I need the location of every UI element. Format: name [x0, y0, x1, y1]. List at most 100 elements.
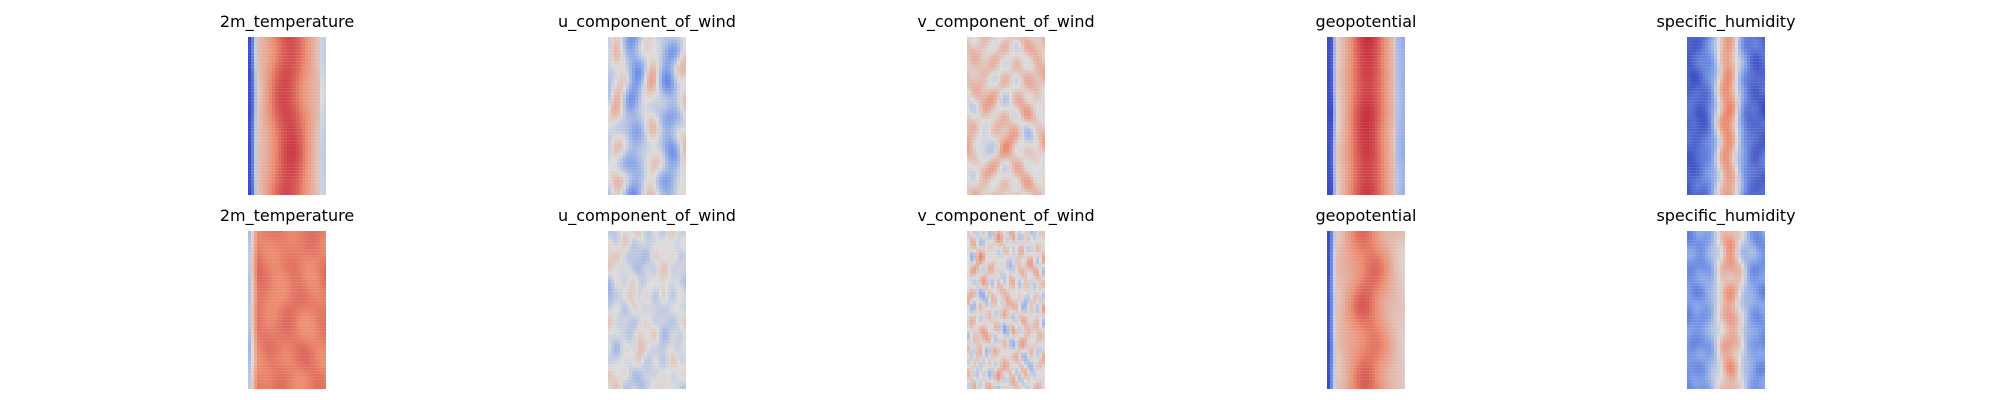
heatmap-cell: [668, 146, 672, 150]
heatmap-cell: [967, 55, 971, 59]
heatmap-cell: [1006, 161, 1010, 165]
heatmap-cell: [976, 164, 980, 168]
heatmap-cell: [647, 79, 651, 83]
heatmap-cell: [626, 49, 630, 53]
heatmap-cell: [1387, 125, 1391, 129]
heatmap-cell: [281, 173, 285, 177]
heatmap-cell: [1369, 58, 1373, 62]
heatmap-cell: [994, 73, 998, 77]
heatmap-cell: [659, 91, 663, 95]
heatmap-cell: [1012, 179, 1016, 183]
heatmap-cell: [662, 46, 666, 50]
heatmap-cell: [1327, 79, 1331, 83]
heatmap-cell: [299, 61, 303, 65]
heatmap-cell: [1000, 191, 1004, 195]
heatmap-cell: [1327, 85, 1331, 89]
heatmap-cell: [617, 140, 621, 144]
heatmap-cell: [296, 158, 300, 162]
heatmap-cell: [1357, 131, 1361, 135]
heatmap-cell: [650, 188, 654, 193]
heatmap-cell: [608, 176, 612, 180]
heatmap-cell: [608, 146, 612, 150]
heatmap-cell: [653, 128, 657, 132]
heatmap-cell: [1360, 82, 1364, 86]
heatmap-cell: [281, 52, 285, 56]
heatmap-cell: [269, 103, 273, 107]
heatmap-cell: [1333, 85, 1337, 89]
heatmap-cell: [251, 85, 255, 89]
heatmap-cell: [281, 137, 285, 141]
heatmap-cell: [1039, 176, 1043, 180]
heatmap-cell: [1003, 100, 1007, 104]
heatmap-cell: [1360, 125, 1364, 129]
heatmap-cell: [668, 131, 672, 135]
heatmap-cell: [1006, 164, 1010, 168]
heatmap-cell: [1399, 122, 1403, 126]
heatmap-cell: [985, 146, 989, 150]
heatmap-cell: [632, 119, 636, 123]
heatmap-cell: [632, 73, 636, 77]
heatmap-cell: [269, 179, 273, 183]
heatmap-cell: [287, 76, 291, 80]
heatmap-cell: [284, 79, 288, 83]
heatmap-cell: [1018, 109, 1022, 114]
heatmap-cell: [665, 128, 669, 132]
heatmap-cell: [647, 88, 651, 92]
heatmap-cell: [266, 167, 270, 171]
heatmap-cell: [656, 143, 660, 147]
heatmap-cell: [1003, 67, 1007, 71]
heatmap-cell: [269, 58, 273, 62]
heatmap-cell: [967, 97, 971, 101]
heatmap-cell: [260, 40, 264, 44]
heatmap-cell: [988, 128, 992, 132]
heatmap-cell: [1372, 112, 1376, 117]
heatmap-cell: [257, 179, 261, 183]
heatmap-cell: [973, 82, 977, 86]
heatmap-cell: [677, 55, 681, 59]
heatmap-cell: [1399, 52, 1403, 56]
heatmap-cell: [635, 191, 639, 195]
heatmap-cell: [1036, 109, 1040, 114]
heatmap-cell: [656, 179, 660, 183]
heatmap-cell: [635, 40, 639, 44]
heatmap-cell: [308, 106, 312, 110]
heatmap-cell: [1402, 103, 1405, 107]
heatmap-cell: [653, 146, 657, 150]
heatmap-cell: [656, 149, 660, 153]
heatmap-cell: [1039, 164, 1043, 168]
heatmap-cell: [1345, 94, 1349, 98]
heatmap-cell: [644, 140, 648, 144]
heatmap-cell: [1006, 140, 1010, 144]
heatmap-cell: [296, 46, 300, 50]
heatmap-cell: [305, 173, 309, 177]
heatmap-cell: [683, 182, 686, 186]
heatmap-cell: [269, 122, 273, 126]
heatmap-cell: [263, 46, 267, 50]
heatmap-cell: [985, 61, 989, 65]
heatmap-cell: [281, 49, 285, 53]
heatmap-cell: [323, 176, 326, 180]
heatmap-cell: [1006, 188, 1010, 193]
heatmap-cell: [659, 106, 663, 110]
heatmap-cell: [1345, 46, 1349, 50]
heatmap-cell: [623, 140, 627, 144]
heatmap-cell: [1009, 94, 1013, 98]
heatmap-cell: [293, 97, 297, 101]
heatmap-cell: [1345, 137, 1349, 141]
heatmap-cell: [257, 164, 261, 168]
heatmap-cell: [263, 67, 267, 71]
heatmap-cell: [1390, 49, 1394, 53]
heatmap-cell: [608, 52, 612, 56]
heatmap-cell: [1003, 125, 1007, 129]
heatmap-cell: [1021, 100, 1025, 104]
heatmap-cell: [623, 106, 627, 110]
heatmap-cell: [1336, 100, 1340, 104]
heatmap-cell: [635, 70, 639, 74]
heatmap-cell: [1018, 188, 1022, 193]
heatmap-cell: [1402, 58, 1405, 62]
heatmap-cell: [608, 49, 612, 53]
heatmap-cell: [988, 185, 992, 189]
heatmap-cell: [1336, 91, 1340, 95]
heatmap-cell: [644, 37, 648, 41]
heatmap-cell: [1012, 97, 1016, 101]
